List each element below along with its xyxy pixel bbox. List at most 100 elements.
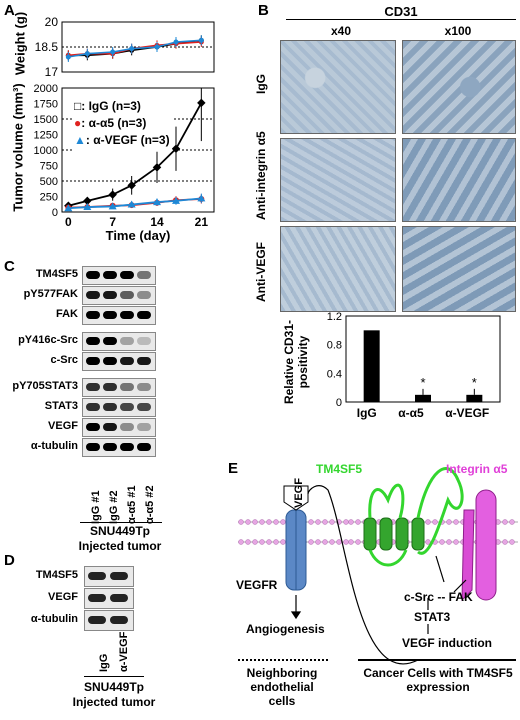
- lipid-head: [245, 539, 251, 545]
- lane-igg-2: IgG #2: [108, 490, 120, 524]
- lipid-head: [329, 539, 335, 545]
- vol-ytick-3: 750: [40, 161, 58, 173]
- panel-d-blot-0: [84, 566, 134, 587]
- label-cancer: Cancer Cells with TM4SF5 expression: [363, 666, 513, 694]
- vol-ytick-0: 0: [52, 207, 58, 219]
- micrograph-a5-x100: [402, 138, 516, 222]
- weight-ytick-2: 20: [45, 15, 59, 29]
- weight-ylabel: Weight (g): [12, 11, 28, 76]
- pathway-arrows: [290, 485, 467, 665]
- weight-y-ticks: 17 18.5 20: [35, 15, 59, 79]
- lane-a5-2: α-α5 #2: [144, 485, 156, 524]
- panel-c-band-2-1: [103, 311, 117, 319]
- panel-c-caption-1: SNU449Tp: [89, 524, 151, 538]
- panel-c-band-8-1: [103, 443, 117, 451]
- panel-c-band-1-2: [120, 291, 134, 299]
- volume-legend: □: IgG (n=3) ●: α-α5 (n=3) ▲: α-VEGF (n=…: [72, 96, 172, 151]
- panel-c-band-5-2: [120, 383, 134, 391]
- lipid-head: [432, 519, 438, 525]
- legend-vegf: ▲: α-VEGF (n=3): [74, 133, 170, 147]
- row-label-a5: Anti-integrin α5: [254, 131, 268, 220]
- cd31-bar-1: [415, 394, 431, 402]
- label-csrc-fak: c-Src -- FAK: [404, 590, 473, 604]
- panel-c-row-label-6: STAT3: [44, 400, 78, 412]
- panel-c-band-1-1: [103, 291, 117, 299]
- lipid-head: [259, 519, 265, 525]
- lipid-head: [266, 519, 272, 525]
- micrograph-vegf-x100: [402, 226, 516, 312]
- panel-c-blot-1: [82, 286, 156, 305]
- panel-c-band-5-3: [137, 383, 151, 391]
- panel-d-caption: SNU449Tp Injected tumor: [54, 680, 174, 710]
- weight-point-2-2: [110, 49, 116, 55]
- panel-c-row-label-3: pY416c-Src: [18, 334, 78, 346]
- cd31-ytick-2: 0.8: [327, 340, 342, 352]
- panel-c-band-0-0: [86, 271, 100, 279]
- panel-d-band-2-1: [110, 616, 128, 624]
- vol-xtick-2: 14: [150, 215, 164, 229]
- lipid-head: [315, 539, 321, 545]
- panel-c-caption-2: Injected tumor: [78, 539, 162, 553]
- cd31-y-ticks: 0 0.4 0.8 1.2: [327, 311, 342, 409]
- micrograph-a5-x40: [280, 138, 396, 222]
- panel-label-e: E: [228, 460, 239, 477]
- panel-c-band-6-0: [86, 403, 100, 411]
- lipid-head: [425, 519, 431, 525]
- panel-c-band-4-0: [86, 357, 100, 365]
- lipid-head: [252, 539, 258, 545]
- lane-d-vegf: α-VEGF: [118, 631, 130, 672]
- volume-ylabel: Tumor volume (mm³): [10, 83, 26, 212]
- label-neighbor: Neighboring endothelial cells: [246, 666, 318, 708]
- col-label-x40: x40: [330, 24, 352, 38]
- lipid-head: [343, 539, 349, 545]
- panel-c-band-3-2: [120, 337, 134, 345]
- vol-point-0-4: [152, 163, 162, 172]
- vol-ytick-6: 1500: [34, 114, 58, 126]
- vol-xtick-3: 21: [195, 215, 209, 229]
- lipid-head: [322, 519, 328, 525]
- lipid-head: [336, 539, 342, 545]
- vol-ytick-4: 1000: [34, 145, 58, 157]
- cd31-xlabel-vegf: α-VEGF: [445, 406, 490, 420]
- panel-c-underline: [80, 522, 162, 523]
- panel-c-row-label-5: pY705STAT3: [12, 380, 78, 392]
- panel-c-band-7-0: [86, 423, 100, 431]
- lipid-head: [453, 519, 459, 525]
- panel-label-d: D: [4, 552, 15, 569]
- cd31-bar-0: [363, 330, 380, 402]
- panel-c-band-7-1: [103, 423, 117, 431]
- lipid-head: [355, 519, 361, 525]
- lipid-head: [238, 539, 244, 545]
- lipid-head: [322, 539, 328, 545]
- panel-c-band-4-2: [120, 357, 134, 365]
- panel-label-b: B: [258, 2, 269, 19]
- lipid-head: [329, 519, 335, 525]
- weight-ytick-1: 18.5: [35, 40, 59, 54]
- panel-c-row-label-2: FAK: [56, 308, 78, 320]
- panel-c-blot-0: [82, 266, 156, 285]
- panel-c-blot-5: [82, 378, 156, 397]
- vol-point-0-6: [197, 98, 206, 108]
- label-integrin: Integrin α5: [446, 462, 508, 476]
- panel-c-band-0-2: [120, 271, 134, 279]
- vol-point-2-4: [153, 198, 161, 206]
- panel-c-band-8-2: [120, 443, 134, 451]
- panel-c-band-3-0: [86, 337, 100, 345]
- volume-xlabel: Time (day): [105, 228, 171, 243]
- panel-c-blot-8: [82, 438, 156, 457]
- panel-d-row-label-1: VEGF: [48, 591, 78, 603]
- row-label-igg: IgG: [254, 74, 268, 94]
- volume-series: [64, 88, 206, 212]
- panel-c-band-4-1: [103, 357, 117, 365]
- vol-point-2-6: [197, 194, 206, 202]
- lipid-head: [315, 519, 321, 525]
- vol-ytick-2: 500: [40, 176, 58, 188]
- legend-a5: ●: α-α5 (n=3): [74, 116, 147, 130]
- lipid-head: [343, 519, 349, 525]
- panel-c-band-2-2: [120, 311, 134, 319]
- panel-c-row-label-0: TM4SF5: [35, 268, 78, 280]
- panel-c-blot-7: [82, 418, 156, 437]
- panel-e-diagram: VEGF: [238, 467, 518, 665]
- panel-c-row-label-4: c-Src: [50, 354, 78, 366]
- panel-c-band-5-1: [103, 383, 117, 391]
